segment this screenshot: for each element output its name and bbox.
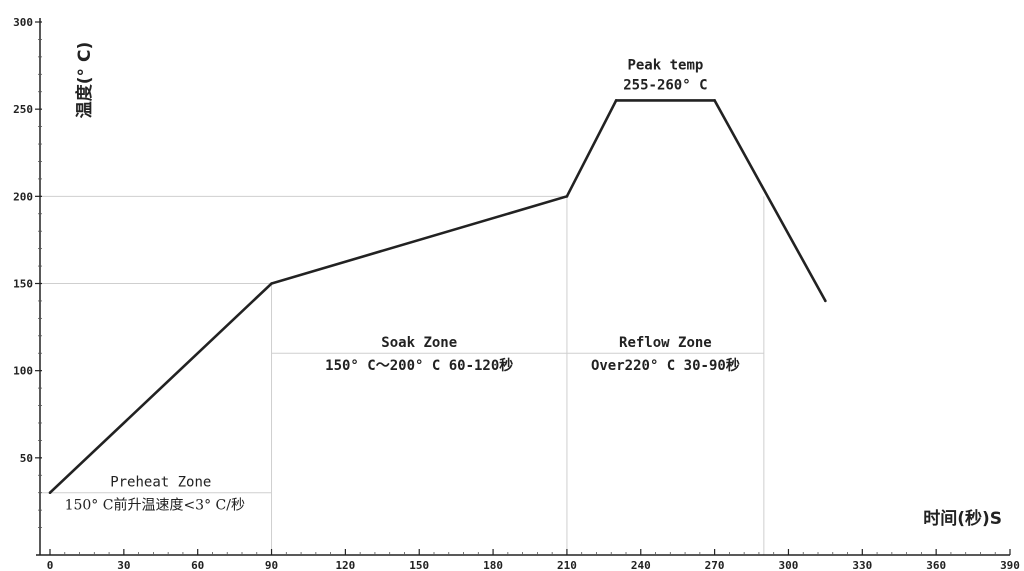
y-tick-label: 250 [13, 103, 33, 116]
temperature-profile-line [49, 99, 827, 494]
x-tick-label: 60 [191, 559, 204, 571]
profile-point [614, 99, 618, 102]
zone-divider-lines [40, 196, 765, 555]
peak-annotation-title: Peak temp [627, 57, 703, 73]
y-axis-label: 温度(° C) [74, 42, 95, 118]
x-tick-label: 180 [483, 559, 503, 571]
y-tick-label: 50 [20, 452, 33, 465]
zone-labels: Preheat Zone 150° C前升温速度<3° C/秒 Soak Zone 1… [65, 335, 740, 513]
zone-detail: Over220° C 30-90秒 [591, 357, 740, 374]
x-tick-label: 240 [631, 559, 651, 571]
zone-name: Soak Zone [381, 335, 457, 351]
profile-point [824, 299, 827, 303]
peak-annotation-detail: 255-260° C [623, 77, 707, 93]
profile-point [713, 99, 716, 102]
x-tick-label: 300 [779, 559, 799, 571]
x-tick-label: 90 [265, 559, 278, 571]
y-tick-label: 100 [13, 365, 33, 378]
x-tick-label: 0 [47, 559, 54, 571]
zone-name: Preheat Zone [110, 475, 211, 491]
x-tick-label: 390 [1000, 559, 1020, 571]
x-tick-label: 330 [852, 559, 872, 571]
profile-point [48, 491, 52, 495]
zone-name: Reflow Zone [619, 335, 712, 351]
x-tick-label: 270 [705, 559, 725, 571]
y-tick-label: 150 [13, 278, 33, 291]
annotations: Peak temp 255-260° C [623, 57, 707, 93]
x-tick-label: 360 [926, 559, 946, 571]
x-tick-label: 30 [117, 559, 130, 571]
y-tick-label: 300 [13, 16, 33, 29]
x-tick-label: 210 [557, 559, 577, 571]
x-axis-label: 时间(秒)S [923, 508, 1002, 529]
profile-point [565, 195, 569, 198]
x-ticks: 0 30 60 90 120 150 180 210 240 270 300 330 360 390 [47, 549, 1020, 571]
y-ticks: 50 100 150 200 250 300 [13, 16, 42, 528]
y-tick-label: 200 [13, 190, 33, 203]
x-tick-label: 120 [335, 559, 355, 571]
reference-lines [40, 195, 567, 284]
profile-points [48, 99, 827, 495]
x-tick-label: 150 [409, 559, 429, 571]
profile-point [270, 282, 273, 285]
zone-detail: 150° C～200° C 60-120秒 [325, 357, 513, 374]
zone-detail: 150° C前升温速度<3° C/秒 [65, 497, 245, 514]
